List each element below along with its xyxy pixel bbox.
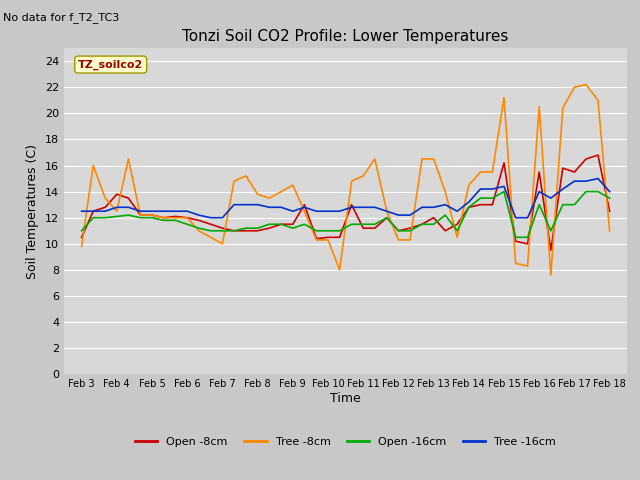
Y-axis label: Soil Temperatures (C): Soil Temperatures (C) xyxy=(26,144,39,279)
Text: No data for f_T2_TC3: No data for f_T2_TC3 xyxy=(3,12,120,23)
X-axis label: Time: Time xyxy=(330,392,361,405)
Legend: Open -8cm, Tree -8cm, Open -16cm, Tree -16cm: Open -8cm, Tree -8cm, Open -16cm, Tree -… xyxy=(131,432,561,451)
Text: TZ_soilco2: TZ_soilco2 xyxy=(78,60,143,70)
Title: Tonzi Soil CO2 Profile: Lower Temperatures: Tonzi Soil CO2 Profile: Lower Temperatur… xyxy=(182,29,509,44)
